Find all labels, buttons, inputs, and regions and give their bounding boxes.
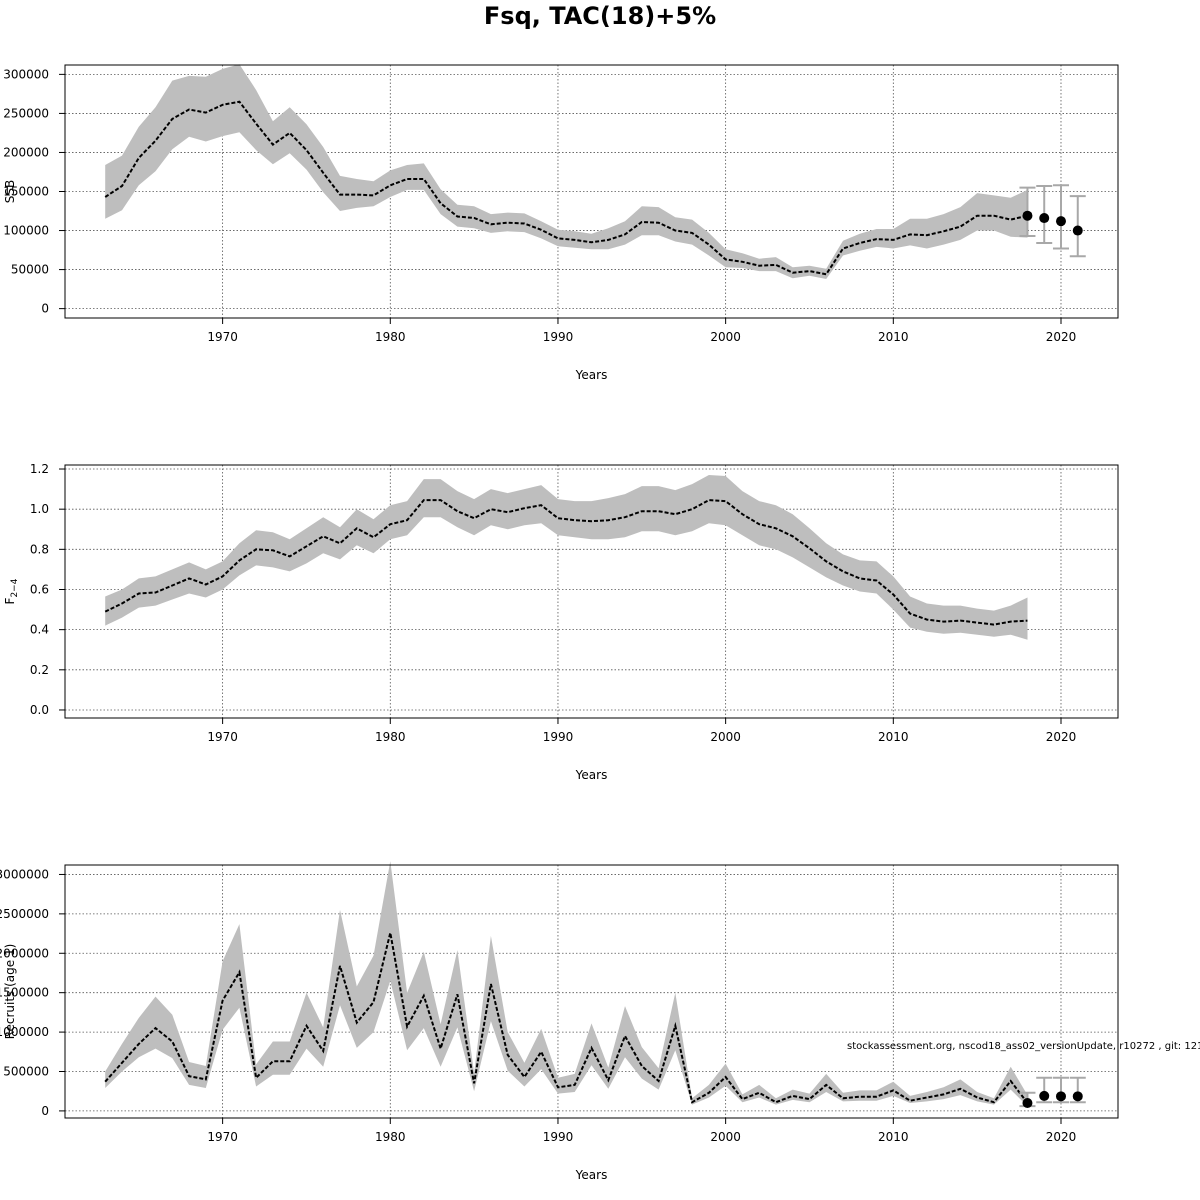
x-tick-label: 1990 — [543, 730, 574, 744]
plot-frame — [64, 464, 1119, 719]
y-tick-label: 150000 — [3, 185, 49, 199]
x-tick-label: 2020 — [1046, 730, 1077, 744]
x-tick-label: 2020 — [1046, 1130, 1077, 1144]
panel-1: 1970 1980 1990 2000 2010 2020 0 50000 100000 1500… — [3, 64, 1119, 382]
y-tick-label: 250000 — [3, 106, 49, 120]
confidence-band — [105, 64, 1028, 279]
estimate-line — [104, 100, 1028, 276]
x-tick-label: 2020 — [1046, 330, 1077, 344]
y-tick-label: 0.2 — [30, 663, 49, 677]
y-tick-label: 0.8 — [30, 542, 49, 556]
confidence-band — [105, 861, 1028, 1107]
x-tick-label: 2000 — [710, 330, 741, 344]
x-tick-label: 1970 — [207, 1130, 238, 1144]
y-axis-label: F2−4 — [3, 578, 20, 604]
y-tick-label: 1.2 — [30, 462, 49, 476]
y-tick-label: 2500000 — [0, 907, 49, 921]
estimate-line — [104, 499, 1028, 626]
x-tick-label: 2010 — [878, 730, 909, 744]
x-tick-label: 2000 — [710, 730, 741, 744]
estimate-line — [104, 932, 1029, 1104]
y-tick-label: 3000000 — [0, 867, 49, 881]
x-tick-label: 2000 — [710, 1130, 741, 1144]
y-tick-label: 0.4 — [30, 623, 49, 637]
x-tick-label: 2010 — [878, 1130, 909, 1144]
x-tick-label: 1980 — [375, 1130, 406, 1144]
plot-frame — [64, 864, 1119, 1119]
x-axis-label: Years — [575, 768, 608, 782]
y-axis-label: Recruits (age 1) — [3, 944, 17, 1040]
y-tick-label: 1000000 — [0, 1025, 49, 1039]
x-tick-label: 2010 — [878, 330, 909, 344]
y-tick-label: 50000 — [11, 263, 49, 277]
x-tick-label: 1990 — [543, 330, 574, 344]
forecast-point — [1055, 216, 1066, 227]
x-tick-label: 1990 — [543, 1130, 574, 1144]
x-tick-label: 1970 — [207, 730, 238, 744]
forecast-point — [1039, 1090, 1050, 1101]
forecast-point — [1055, 1091, 1066, 1102]
main-title: Fsq, TAC(18)+5% — [483, 2, 717, 30]
panel-2: 1970 1980 1990 2000 2010 2020 0.0 0.2 0.4 0.6 0.8 1… — [3, 462, 1119, 782]
y-tick-label: 0.0 — [30, 703, 49, 717]
y-tick-label: 0 — [41, 302, 49, 316]
forecast-point — [1022, 1098, 1033, 1109]
x-axis-label: Years — [575, 368, 608, 382]
forecast-point — [1072, 225, 1083, 236]
y-axis-label: SSB — [3, 180, 17, 203]
x-tick-label: 1980 — [375, 330, 406, 344]
y-tick-label: 1500000 — [0, 986, 49, 1000]
y-tick-label: 2000000 — [0, 946, 49, 960]
x-tick-label: 1980 — [375, 730, 406, 744]
y-tick-label: 0.6 — [30, 582, 49, 596]
y-tick-label: 300000 — [3, 67, 49, 81]
y-axis-label-subscript: 2−4 — [10, 578, 20, 597]
x-axis-label: Years — [575, 1168, 608, 1182]
y-tick-label: 0 — [41, 1104, 49, 1118]
forecast-point — [1072, 1091, 1083, 1102]
footnote: stockassessment.org, nscod18_ass02_versi… — [847, 1041, 1200, 1052]
y-tick-label: 100000 — [3, 224, 49, 238]
y-tick-label: 1.0 — [30, 502, 49, 516]
x-tick-label: 1970 — [207, 330, 238, 344]
y-tick-label: 500000 — [3, 1064, 49, 1078]
forecast-point — [1022, 210, 1033, 221]
forecast-point — [1039, 213, 1050, 224]
panel-3: 1970 1980 1990 2000 2010 2020 0 500000 1000000 15… — [0, 861, 1119, 1182]
y-tick-label: 200000 — [3, 145, 49, 159]
